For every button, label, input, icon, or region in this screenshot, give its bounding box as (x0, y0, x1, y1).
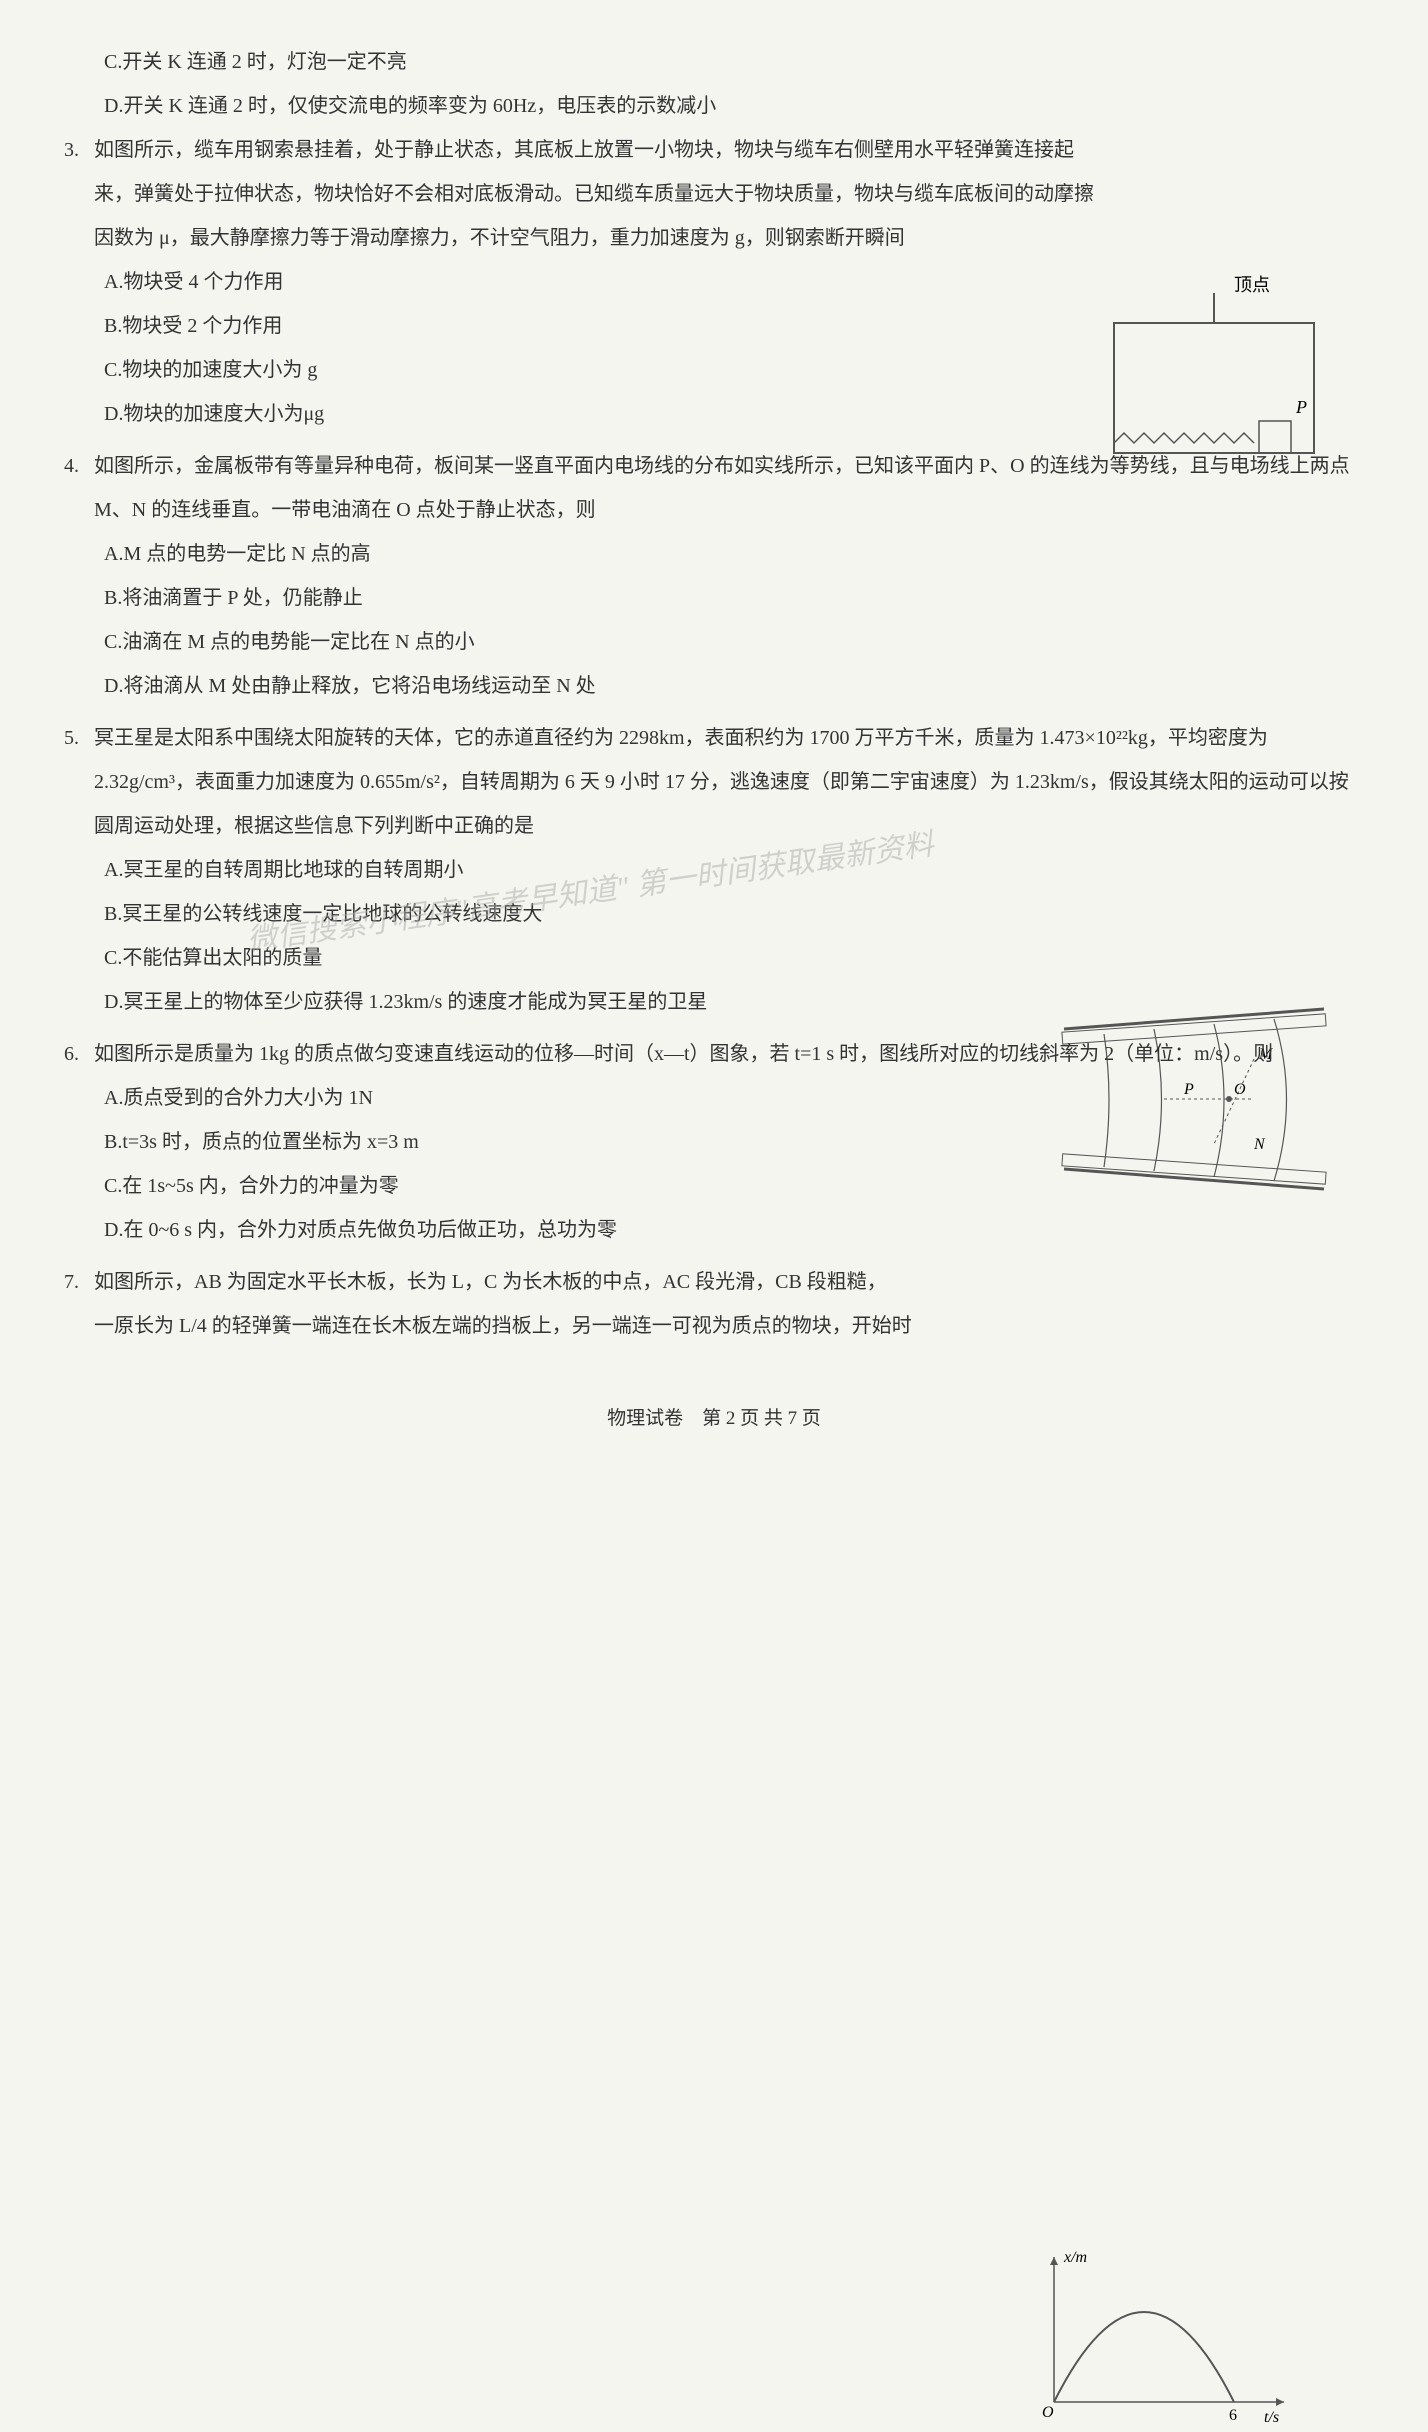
q6-xlabel: t/s (1264, 2409, 1279, 2426)
q5-opt-a: A.冥王星的自转周期比地球的自转周期小 (64, 848, 1364, 892)
q6-opt-b: B.t=3s 时，质点的位置坐标为 x=3 m (64, 1120, 1364, 1164)
question-3: 3. 如图所示，缆车用钢索悬挂着，处于静止状态，其底板上放置一小物块，物块与缆车… (64, 128, 1364, 436)
q7-stem1: 如图所示，AB 为固定水平长木板，长为 L，C 为长木板的中点，AC 段光滑，C… (94, 1260, 1364, 1304)
q5-number: 5. (64, 716, 94, 760)
question-7: 7. 如图所示，AB 为固定水平长木板，长为 L，C 为长木板的中点，AC 段光… (64, 1260, 1364, 1348)
q6-ylabel: x/m (1063, 2249, 1087, 2266)
q6-number: 6. (64, 1032, 94, 1076)
q2-opt-d: D.开关 K 连通 2 时，仅使交流电的频率变为 60Hz，电压表的示数减小 (64, 84, 1364, 128)
q5-opt-b: B.冥王星的公转线速度一定比地球的公转线速度大 (64, 892, 1364, 936)
q6-opt-a: A.质点受到的合外力大小为 1N (64, 1076, 1364, 1120)
q4-opt-a: A.M 点的电势一定比 N 点的高 (64, 532, 1364, 576)
q4-opt-b: B.将油滴置于 P 处，仍能静止 (64, 576, 1364, 620)
q5-stem: 冥王星是太阳系中围绕太阳旋转的天体，它的赤道直径约为 2298km，表面积约为 … (94, 716, 1364, 848)
q4-number: 4. (64, 444, 94, 488)
question-6: 6. 如图所示是质量为 1kg 的质点做匀变速直线运动的位移—时间（x—t）图象… (64, 1032, 1364, 1252)
question-5: 5. 冥王星是太阳系中围绕太阳旋转的天体，它的赤道直径约为 2298km，表面积… (64, 716, 1364, 1024)
q3-label-p: P (1295, 397, 1307, 417)
q7-number: 7. (64, 1260, 94, 1304)
q6-figure: x/m t/s O 6 (1024, 2242, 1304, 2432)
q6-origin: O (1042, 2404, 1054, 2421)
q3-fig-label: 顶点 (1234, 275, 1270, 295)
page-footer: 物理试卷 第 2 页 共 7 页 (64, 1398, 1364, 1440)
q3-stem: 如图所示，缆车用钢索悬挂着，处于静止状态，其底板上放置一小物块，物块与缆车右侧壁… (94, 128, 1364, 260)
q6-opt-d: D.在 0~6 s 内，合外力对质点先做负功后做正功，总功为零 (64, 1208, 1364, 1252)
q3-figure: 顶点 P (1084, 273, 1324, 463)
q6-opt-c: C.在 1s~5s 内，合外力的冲量为零 (64, 1164, 1364, 1208)
q5-opt-d: D.冥王星上的物体至少应获得 1.23km/s 的速度才能成为冥王星的卫星 (64, 980, 1364, 1024)
q6-tick-6: 6 (1229, 2407, 1237, 2424)
q2-opt-c: C.开关 K 连通 2 时，灯泡一定不亮 (64, 40, 1364, 84)
q4-opt-c: C.油滴在 M 点的电势能一定比在 N 点的小 (64, 620, 1364, 664)
q3-number: 3. (64, 128, 94, 172)
q4-opt-d: D.将油滴从 M 处由静止释放，它将沿电场线运动至 N 处 (64, 664, 1364, 708)
curve (1054, 2312, 1234, 2402)
q4-stem: 如图所示，金属板带有等量异种电荷，板间某一竖直平面内电场线的分布如实线所示，已知… (94, 444, 1364, 532)
spring-icon (1114, 433, 1254, 443)
q5-opt-c: C.不能估算出太阳的质量 (64, 936, 1364, 980)
question-4: 4. 如图所示，金属板带有等量异种电荷，板间某一竖直平面内电场线的分布如实线所示… (64, 444, 1364, 708)
q6-stem: 如图所示是质量为 1kg 的质点做匀变速直线运动的位移—时间（x—t）图象，若 … (94, 1032, 1364, 1076)
q7-stem2: 一原长为 L/4 的轻弹簧一端连在长木板左端的挡板上，另一端连一可视为质点的物块… (64, 1304, 1364, 1348)
exam-page: C.开关 K 连通 2 时，灯泡一定不亮 D.开关 K 连通 2 时，仅使交流电… (64, 40, 1364, 1440)
